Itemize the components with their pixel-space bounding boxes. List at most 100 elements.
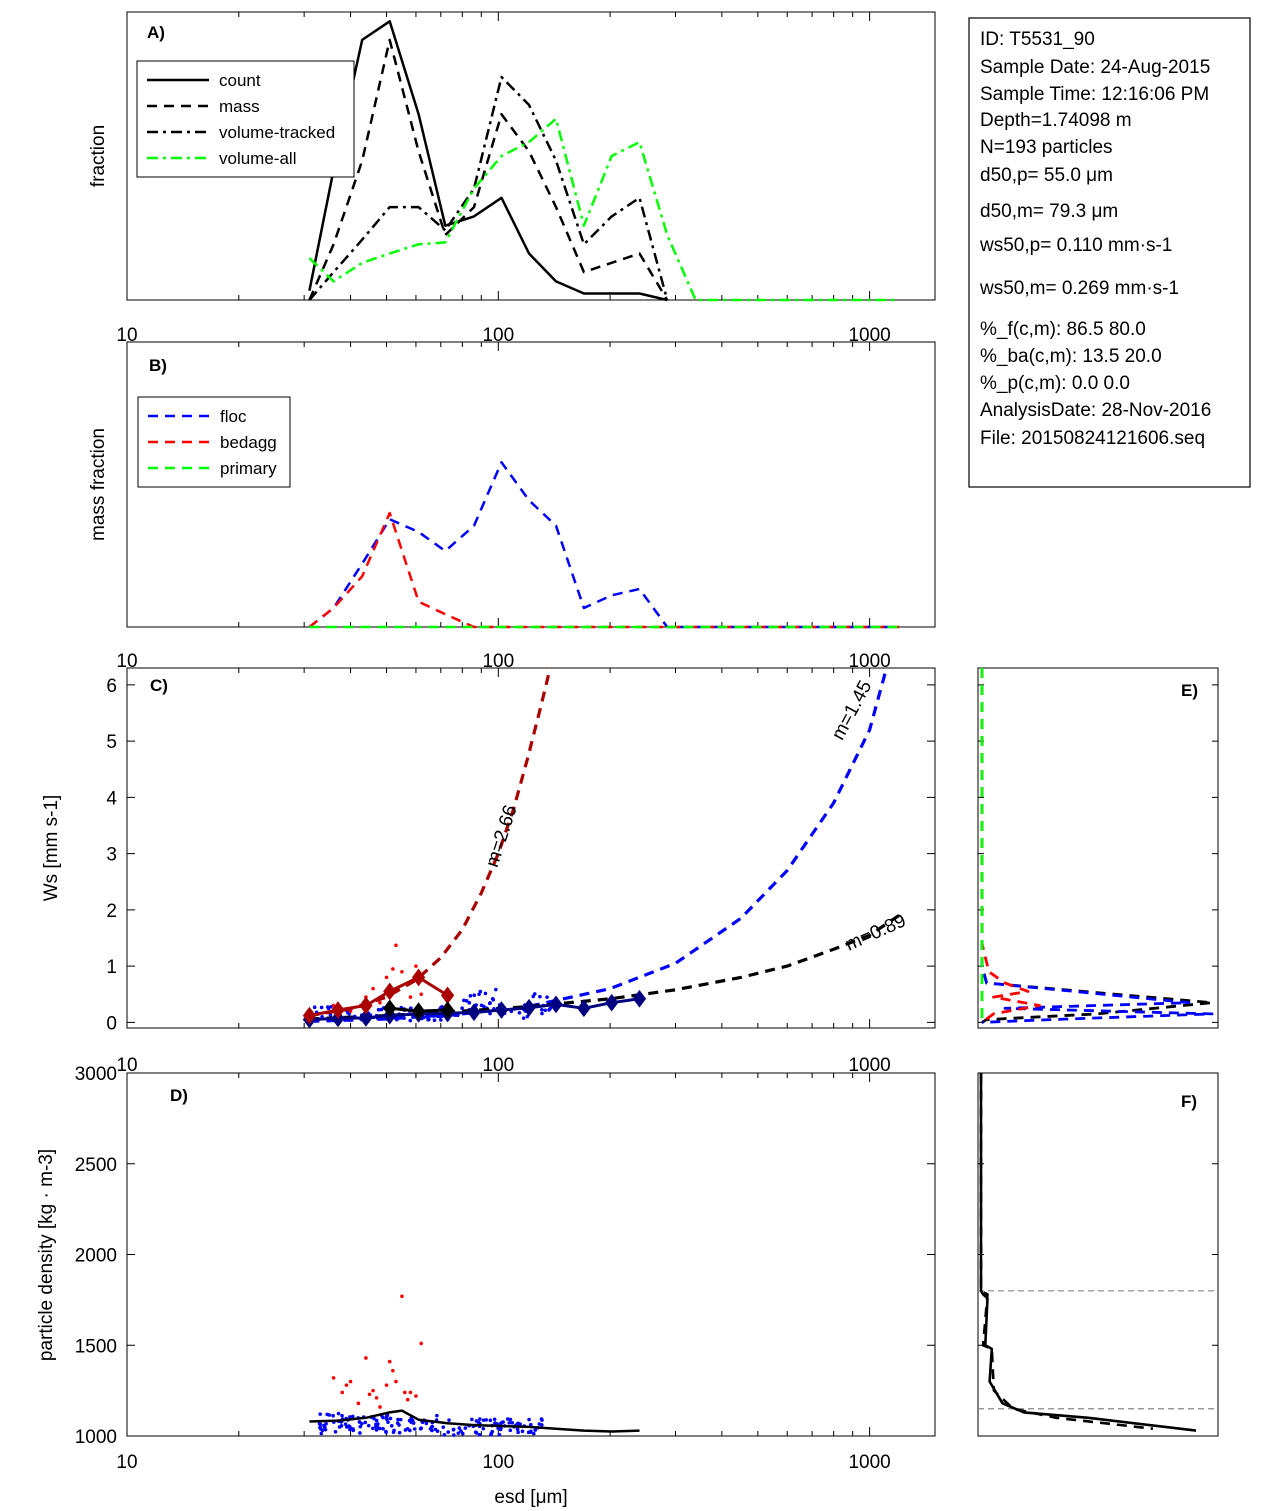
floc-point bbox=[456, 1431, 461, 1435]
binned-bedagg-marker bbox=[383, 982, 397, 1001]
floc-point bbox=[472, 993, 477, 998]
floc-point bbox=[333, 1429, 338, 1434]
binned-floc-marker bbox=[522, 998, 536, 1017]
floc-point bbox=[470, 1417, 474, 1422]
floc-point bbox=[468, 994, 473, 998]
median-line bbox=[309, 1409, 640, 1433]
floc-point bbox=[432, 1018, 437, 1022]
floc-point bbox=[492, 1417, 497, 1422]
floc-point bbox=[396, 1417, 400, 1422]
bedagg-point bbox=[391, 967, 395, 971]
panel-label-d: D) bbox=[170, 1086, 188, 1105]
binned-floc-marker bbox=[632, 989, 647, 1008]
bedagg-point bbox=[414, 964, 418, 968]
floc-point bbox=[493, 1421, 497, 1425]
floc-point bbox=[318, 1412, 323, 1416]
floc-point bbox=[325, 1005, 330, 1009]
binned-bedagg-marker bbox=[331, 1001, 345, 1019]
floc-point bbox=[439, 1018, 443, 1022]
floc-point bbox=[481, 1418, 486, 1422]
bedagg-point bbox=[403, 1390, 407, 1395]
floc-point bbox=[374, 1428, 379, 1432]
y-tick-label: 2 bbox=[106, 901, 117, 922]
floc-point bbox=[381, 1426, 385, 1431]
x-tick-label: 10 bbox=[116, 651, 137, 672]
panel-label-c: C) bbox=[150, 676, 168, 695]
binned-floc-marker bbox=[577, 999, 591, 1018]
floc-point bbox=[467, 1001, 472, 1005]
bedagg-point bbox=[344, 1383, 349, 1387]
floc-point bbox=[441, 1425, 446, 1429]
y-tick-label: 2500 bbox=[75, 1155, 117, 1176]
info-line: Depth=1.74098 m bbox=[980, 110, 1132, 131]
y-tick-label: 2000 bbox=[75, 1246, 117, 1267]
bedagg-point bbox=[408, 995, 413, 999]
bedagg-point bbox=[371, 986, 375, 991]
floc-point bbox=[376, 1007, 381, 1012]
bedagg-point bbox=[405, 1397, 410, 1402]
floc-point bbox=[397, 1423, 401, 1427]
info-line: d50,m= 79.3 μm bbox=[980, 201, 1118, 222]
binned-bedagg-marker bbox=[440, 986, 455, 1005]
info-line: Sample Time: 12:16:06 PM bbox=[980, 84, 1209, 105]
y-tick-label: 5 bbox=[106, 732, 117, 753]
x-tick-label: 100 bbox=[482, 325, 514, 346]
x-tick-label: 100 bbox=[482, 651, 514, 672]
floc-point bbox=[348, 1425, 352, 1429]
floc-point bbox=[435, 1413, 439, 1418]
info-line: AnalysisDate: 28-Nov-2016 bbox=[980, 400, 1211, 421]
floc-point bbox=[459, 1429, 463, 1433]
floc-point bbox=[474, 1431, 479, 1435]
y-axis-label-a: fraction bbox=[88, 125, 109, 187]
floc-point bbox=[442, 1433, 447, 1437]
bedagg-point bbox=[348, 1379, 353, 1384]
floc-point bbox=[531, 1431, 536, 1436]
floc-point bbox=[331, 1413, 335, 1418]
floc-point bbox=[424, 1421, 429, 1426]
bedagg-point bbox=[408, 1390, 413, 1395]
info-line: ID: T5531_90 bbox=[980, 29, 1095, 50]
floc-point bbox=[350, 1414, 355, 1419]
binned-bedagg-marker bbox=[302, 1006, 317, 1025]
text-layer: 10 100 1000A)fractioncountmassvolume-track… bbox=[36, 23, 1198, 1508]
binned-all-marker bbox=[383, 999, 397, 1018]
floc-point bbox=[312, 1005, 317, 1009]
bedagg-point bbox=[400, 969, 404, 974]
binned-all-marker bbox=[411, 1002, 426, 1020]
panel-e-frame bbox=[977, 667, 1219, 1029]
floc-point bbox=[507, 1421, 512, 1425]
series-line-volume-tracked bbox=[308, 75, 669, 301]
x-tick-label: 1000 bbox=[848, 1452, 890, 1473]
series-line-floc bbox=[980, 668, 1214, 1024]
floc-point bbox=[479, 1003, 484, 1008]
floc-point bbox=[351, 1428, 356, 1433]
floc-point bbox=[484, 1418, 489, 1422]
floc-point bbox=[540, 1011, 544, 1016]
x-axis-label-d: esd [μm] bbox=[494, 1487, 567, 1508]
y-tick-label: 6 bbox=[106, 676, 117, 697]
binned-floc-marker bbox=[359, 1009, 373, 1027]
floc-point bbox=[372, 1416, 376, 1421]
floc-point bbox=[324, 1421, 328, 1426]
legend-label-bedagg: bedagg bbox=[220, 433, 277, 452]
info-line: ws50,p= 0.110 mm·s-1 bbox=[979, 235, 1172, 256]
floc-point bbox=[521, 1016, 526, 1020]
info-line: %_f(c,m): 86.5 80.0 bbox=[980, 319, 1146, 340]
floc-point bbox=[377, 1426, 382, 1431]
floc-point bbox=[392, 1428, 396, 1433]
series-line-floc bbox=[308, 461, 899, 629]
bedagg-point bbox=[364, 1356, 368, 1360]
legend-label-volume-tracked: volume-tracked bbox=[219, 123, 335, 142]
floc-point bbox=[478, 1417, 482, 1421]
binned-floc-marker bbox=[467, 1003, 481, 1022]
binned-bedagg-marker bbox=[359, 996, 373, 1015]
floc-point bbox=[339, 1424, 344, 1428]
floc-point bbox=[384, 1414, 389, 1419]
floc-point bbox=[539, 1007, 544, 1012]
bedagg-point bbox=[419, 1341, 424, 1346]
y-tick-label: 1 bbox=[106, 957, 117, 978]
floc-point bbox=[408, 1018, 413, 1023]
info-line: %_p(c,m): 0.0 0.0 bbox=[980, 373, 1130, 394]
floc-point bbox=[323, 1427, 328, 1432]
